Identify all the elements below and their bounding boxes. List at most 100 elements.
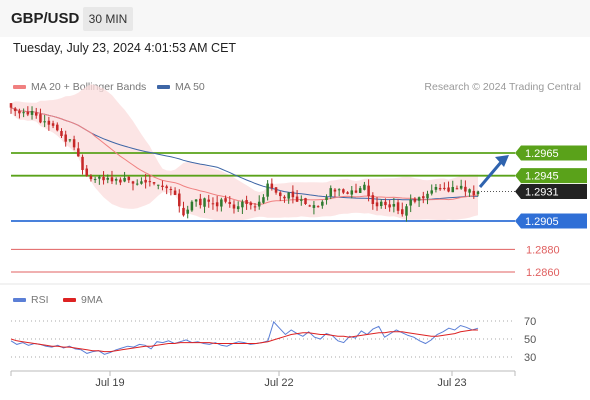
research-credit: Research © 2024 Trading Central bbox=[424, 81, 581, 93]
candle-body bbox=[337, 189, 341, 191]
candle-body bbox=[123, 177, 126, 182]
price-label-1.2860: 1.2860 bbox=[526, 267, 560, 279]
candle-body bbox=[371, 195, 375, 204]
candle-body bbox=[51, 123, 55, 126]
candle-body bbox=[161, 185, 164, 187]
candle-body bbox=[156, 184, 160, 186]
candle-body bbox=[245, 200, 248, 204]
price-label-1.2880: 1.2880 bbox=[526, 244, 560, 256]
candle-body bbox=[236, 206, 240, 210]
candle-body bbox=[56, 124, 59, 131]
symbol-title: GBP/USD bbox=[11, 10, 80, 27]
candle-body bbox=[26, 111, 30, 115]
candle-body bbox=[443, 187, 446, 189]
ma50-swatch-icon bbox=[157, 85, 170, 90]
legend-rsi-ma-label: 9MA bbox=[81, 294, 103, 306]
legend-ma50: MA 50 bbox=[157, 81, 205, 93]
candle-body bbox=[173, 190, 177, 195]
candle-body bbox=[77, 148, 80, 157]
candle-body bbox=[85, 168, 88, 176]
candle-body bbox=[13, 108, 17, 112]
candle-body bbox=[64, 134, 67, 142]
price-tag-1.2965 bbox=[515, 145, 587, 161]
candle-body bbox=[438, 188, 442, 190]
candle-body bbox=[447, 187, 450, 192]
candle-body bbox=[354, 190, 358, 193]
candle-body bbox=[47, 120, 51, 125]
candle-body bbox=[102, 176, 105, 181]
candle-body bbox=[152, 182, 156, 184]
candle-body bbox=[144, 179, 147, 183]
candle-body bbox=[363, 184, 366, 190]
candle-body bbox=[422, 196, 425, 199]
forecast-arrow-head bbox=[495, 155, 509, 167]
candle-body bbox=[270, 183, 274, 189]
candle-body bbox=[18, 110, 21, 114]
candle-body bbox=[98, 176, 101, 179]
candle-body bbox=[114, 179, 118, 181]
candle-body bbox=[165, 186, 168, 189]
timeframe-button[interactable]: 30 MIN bbox=[83, 7, 133, 31]
candle-body bbox=[199, 198, 202, 206]
candle-body bbox=[148, 181, 152, 183]
candle-body bbox=[34, 112, 38, 116]
candle-body bbox=[278, 192, 282, 197]
candle-body bbox=[186, 209, 189, 214]
candle-body bbox=[476, 191, 480, 195]
price-label-1.2945: 1.2945 bbox=[525, 171, 559, 183]
candle-body bbox=[342, 189, 345, 193]
legend-ma50-label: MA 50 bbox=[175, 81, 205, 93]
candle-body bbox=[426, 193, 429, 199]
candle-body bbox=[110, 177, 114, 182]
x-tick-label-jul-19: Jul 19 bbox=[95, 377, 124, 389]
price-tag-1.2945 bbox=[515, 168, 587, 184]
candle-body bbox=[106, 177, 110, 180]
candle-body bbox=[417, 197, 421, 201]
candle-body bbox=[308, 205, 311, 207]
candle-body bbox=[367, 185, 370, 197]
candle-body bbox=[127, 176, 131, 181]
candle-body bbox=[215, 202, 219, 207]
chart-header: GBP/USD 30 MIN bbox=[0, 0, 590, 37]
legend-rsi-label: RSI bbox=[31, 294, 49, 306]
candle-body bbox=[119, 179, 122, 183]
price-label-1.2931: 1.2931 bbox=[525, 187, 559, 199]
candle-body bbox=[455, 188, 459, 190]
candle-body bbox=[409, 199, 412, 206]
candle-body bbox=[43, 121, 46, 123]
price-tag-1.2931 bbox=[515, 184, 587, 200]
candle-body bbox=[346, 192, 349, 194]
forecast-arrow-shaft bbox=[478, 160, 504, 188]
candle-body bbox=[253, 206, 257, 208]
candle-body bbox=[321, 201, 324, 206]
candle-body bbox=[287, 192, 290, 199]
candle-body bbox=[140, 181, 143, 184]
candle-body bbox=[135, 183, 139, 185]
candle-body bbox=[316, 206, 320, 208]
candle-body bbox=[60, 131, 63, 136]
ma20-swatch-icon bbox=[13, 85, 26, 90]
candle-body bbox=[295, 196, 299, 202]
candle-body bbox=[220, 199, 223, 207]
candle-body bbox=[203, 198, 206, 207]
candle-body bbox=[388, 204, 391, 208]
candle-body bbox=[228, 202, 232, 204]
candle-body bbox=[9, 103, 13, 108]
candle-body bbox=[30, 111, 34, 115]
candle-body bbox=[241, 201, 244, 208]
candle-body bbox=[304, 198, 307, 204]
rsi-ma-line bbox=[10, 329, 478, 353]
candle-body bbox=[329, 188, 333, 197]
candle-body bbox=[401, 209, 404, 215]
candle-body bbox=[207, 199, 211, 202]
rsi-line bbox=[10, 320, 479, 355]
candle-body bbox=[211, 203, 215, 205]
candle-body bbox=[392, 204, 396, 207]
candle-body bbox=[39, 114, 42, 123]
candle-body bbox=[434, 187, 438, 190]
rsi-tick-label-70: 70 bbox=[524, 316, 536, 328]
candle-body bbox=[182, 207, 185, 216]
candle-body bbox=[131, 181, 135, 184]
candle-body bbox=[384, 201, 387, 206]
